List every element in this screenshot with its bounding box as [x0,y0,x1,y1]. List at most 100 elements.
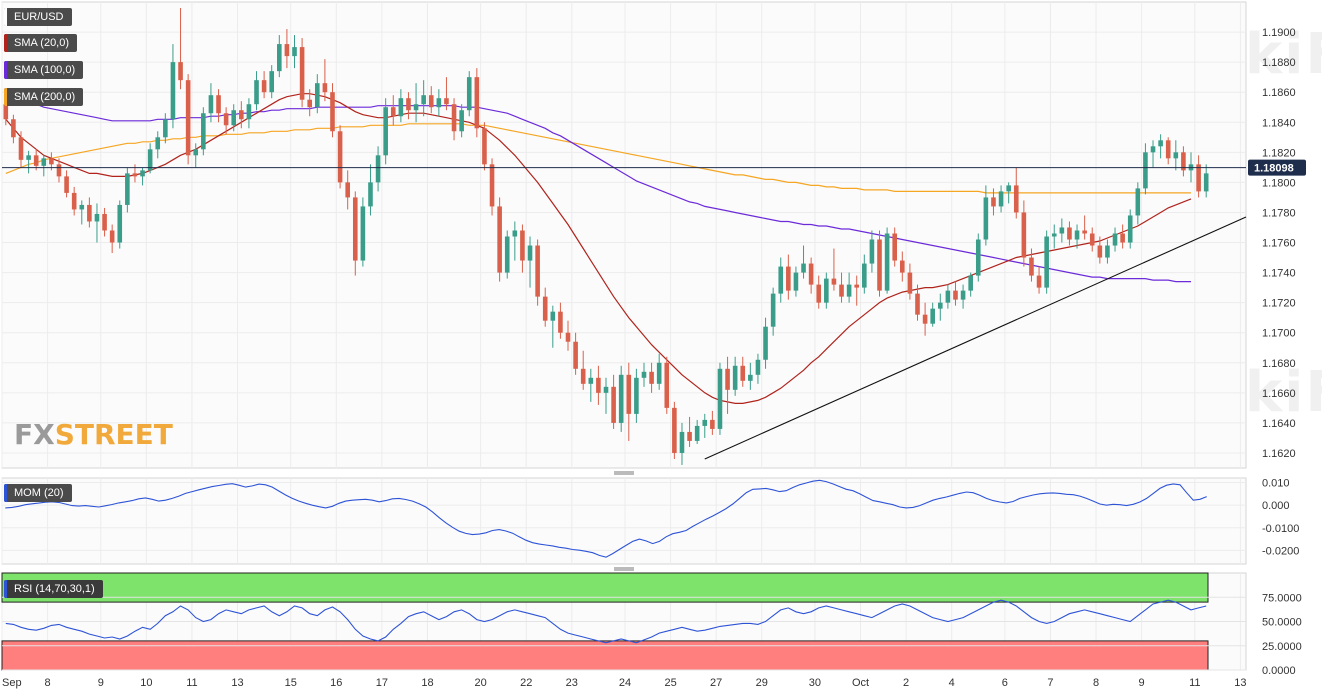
candle-body [740,365,746,381]
candle-body [482,128,487,165]
x-tick-label: 9 [98,677,104,689]
candle-body [451,104,457,132]
x-tick-label: 18 [421,677,433,689]
candle-body [413,104,419,111]
candle-body [649,371,654,384]
candle-body [94,213,100,222]
candle-body [945,290,951,303]
candle-body [1120,233,1125,243]
candle-body [672,407,677,453]
candle-body [504,236,510,273]
x-tick-label: 24 [619,677,631,689]
rsi-line [5,599,1207,644]
price-y-tick-label: 1.1780 [1262,207,1296,219]
candle-body [679,431,685,453]
candle-body [983,197,989,240]
candle-body [922,314,928,324]
x-tick-label: 16 [330,677,342,689]
x-tick-label: 8 [45,677,51,689]
candle-body [725,368,730,390]
candle-body [1181,152,1186,171]
price-y-tick-label: 1.1700 [1262,328,1296,340]
candle-body [656,362,662,384]
candle-body [1036,275,1042,288]
mom-y-tick-label: -0.0200 [1262,545,1299,557]
x-tick-label: 13 [231,677,243,689]
candle-body [748,374,753,381]
candle-body [254,80,259,105]
candle-body [1135,188,1141,216]
candle-body [1013,185,1019,213]
rsi-legend[interactable]: RSI (14,70,30,1) [4,580,103,598]
candle-body [550,311,556,321]
candle-body [436,98,442,108]
sma20-legend[interactable]: SMA (20,0) [4,34,78,52]
candle-body [117,204,123,243]
candle-body [444,98,449,105]
candle-body [824,278,829,303]
candle-body [831,278,837,285]
sma200-legend[interactable]: SMA (200,0) [4,88,84,106]
candle-body [801,263,806,273]
candle-body [459,110,464,132]
candle-body [368,182,373,207]
candle-body [907,272,913,294]
candle-body [1074,230,1080,240]
candle-body [854,284,860,288]
x-tick-label: Sep [2,677,22,689]
candle-body [1089,233,1095,246]
candle-body [900,260,905,273]
candle-body [884,233,890,291]
price-y-tick-label: 1.1720 [1262,298,1296,310]
mom-panel [1,477,1247,565]
price-y-tick-label: 1.1840 [1262,117,1296,129]
candle-body [520,230,525,261]
candle-body [201,113,206,150]
candle-body [41,158,47,166]
candle-body [3,104,9,120]
candle-body [155,137,161,150]
candle-body [383,107,388,156]
price-y-tick-label: 1.1860 [1262,87,1296,99]
candle-body [930,308,935,324]
candle-body [269,71,275,93]
candle-body [64,176,69,193]
x-tick-label: Oct [852,677,869,689]
candle-body [960,290,966,300]
candle-body [778,266,784,294]
candle-body [125,173,130,205]
candle-body [322,83,328,93]
candle-body [102,213,107,231]
candle-body [892,233,898,261]
candle-body [542,296,548,321]
candle-body [687,431,692,441]
candle-body [299,47,305,100]
candle-body [634,377,639,414]
candle-body [1051,233,1057,237]
x-tick-label: 30 [809,677,821,689]
candle-body [284,44,290,57]
candle-body [862,263,867,288]
price-y-tick-label: 1.1640 [1262,418,1296,430]
candle-body [466,77,472,111]
mom-legend[interactable]: MOM (20) [4,484,72,502]
candle-body [307,99,312,108]
candle-body [1150,146,1156,153]
candle-body [1165,140,1171,159]
candle-body [163,119,168,138]
candle-body [223,113,229,126]
candle-body [18,137,24,160]
candle-body [839,284,844,297]
candle-body [147,149,153,171]
x-tick-label: 10 [140,677,152,689]
candle-body [1082,230,1087,234]
x-tick-label: 2 [903,677,909,689]
candle-body [1112,233,1118,246]
candle-body [588,377,594,384]
candle-body [694,425,700,441]
candle-body [808,263,814,285]
candle-body [398,98,404,117]
sma100-legend[interactable]: SMA (100,0) [4,61,84,79]
